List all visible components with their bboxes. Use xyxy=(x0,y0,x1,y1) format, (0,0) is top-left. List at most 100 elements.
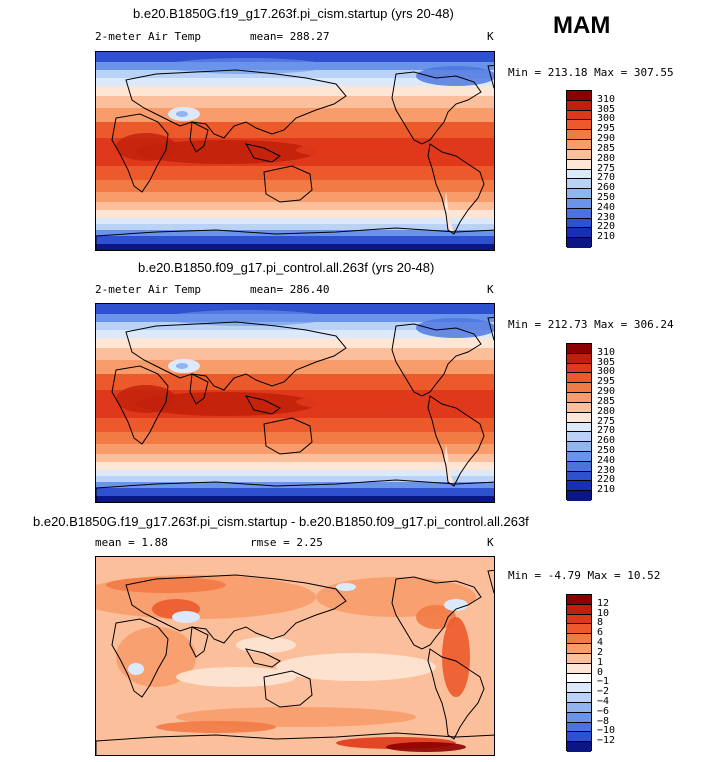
panel-3-mean: mean = 1.88 xyxy=(95,536,168,549)
panel-1-mean-label: mean= xyxy=(250,30,284,43)
panel-3-colorbar-tick-label: −10 xyxy=(597,725,616,737)
panel-1-colorbar-tick-label: 305 xyxy=(597,103,616,115)
panel-3-minmax: Min = -4.79 Max = 10.52 xyxy=(508,569,660,582)
panel-2-colorbar-tick-label: 305 xyxy=(597,356,616,368)
panel-1-min-label: Min = xyxy=(508,66,542,79)
panel-1-colorbar-tick-label: 285 xyxy=(597,142,616,154)
panel-2-max-label: Max = xyxy=(594,318,628,331)
panel-3-colorbar-swatch xyxy=(567,742,591,752)
panel-3-map xyxy=(95,556,495,756)
panel-2-colorbar-tick-label: 260 xyxy=(597,435,616,447)
panel-3-colorbar-tick-label: 10 xyxy=(597,607,610,619)
panel-3-mean-label: mean = xyxy=(95,536,135,549)
panel-3-min-label: Min = xyxy=(508,569,542,582)
panel-3-colorbar-swatch xyxy=(567,673,591,684)
panel-2-colorbar-tick-label: 270 xyxy=(597,425,616,437)
panel-1-max-value: 307.55 xyxy=(633,66,674,79)
panel-1-colorbar-tick-label: 275 xyxy=(597,162,616,174)
panel-1-colorbar-swatch xyxy=(567,208,591,219)
panel-1-colorbar-swatch xyxy=(567,189,591,199)
panel-2-mean-value: 286.40 xyxy=(289,283,330,296)
panel-1-map xyxy=(95,51,495,251)
panel-2-mean-label: mean= xyxy=(250,283,284,296)
panel-3-colorbar-swatch xyxy=(567,732,591,743)
panel-2-min-label: Min = xyxy=(508,318,542,331)
panel-2-minmax: Min = 212.73 Max = 306.24 xyxy=(508,318,674,331)
panel-3-units: K xyxy=(487,536,494,549)
panel-2-colorbar-swatch xyxy=(567,393,591,403)
panel-3-colorbar-swatch xyxy=(567,624,591,635)
panel-1-colorbar-swatch xyxy=(567,159,591,170)
panel-3-colorbar-tick-label: 2 xyxy=(597,646,604,658)
panel-1-colorbar-tick-label: 300 xyxy=(597,113,616,125)
panel-3-colorbar-tick-label: −6 xyxy=(597,705,610,717)
panel-3-colorbar-swatch xyxy=(567,653,591,664)
panel-2-colorbar-tick-label: 275 xyxy=(597,415,616,427)
panel-1-colorbar-tick-label: 250 xyxy=(597,191,616,203)
panel-1-colorbar-swatch xyxy=(567,140,591,150)
panel-1-colorbar-swatch xyxy=(567,228,591,239)
panel-3-max-label: Max = xyxy=(587,569,621,582)
panel-3-colorbar-tick-label: 6 xyxy=(597,627,604,639)
panel-1-mean-value: 288.27 xyxy=(289,30,330,43)
panel-2-colorbar-swatch xyxy=(567,461,591,472)
panel-2-colorbar-tick-label: 250 xyxy=(597,444,616,456)
panel-2-colorbar-tick-label: 280 xyxy=(597,405,616,417)
panel-3-rmse: rmse = 2.25 xyxy=(250,536,323,549)
panel-2-colorbar-tick-label: 300 xyxy=(597,366,616,378)
panel-3-colorbar-swatch xyxy=(567,614,591,625)
panel-3-colorbar-tick-label: −8 xyxy=(597,715,610,727)
panel-3-colorbar-swatch xyxy=(567,693,591,703)
panel-2-colorbar-swatch xyxy=(567,363,591,374)
panel-1-colorbar-swatch xyxy=(567,218,591,229)
panel-1-colorbar-swatch xyxy=(567,238,591,248)
panel-2-title: b.e20.B1850.f09_g17.pi_control.all.263f … xyxy=(138,260,435,275)
panel-1-units: K xyxy=(487,30,494,43)
panel-2-map xyxy=(95,303,495,503)
panel-1-colorbar-tick-label: 210 xyxy=(597,231,616,243)
panel-1-colorbar-swatch xyxy=(567,130,591,141)
panel-1-colorbar-tick-label: 290 xyxy=(597,133,616,145)
panel-3-colorbar-swatch xyxy=(567,663,591,674)
panel-1-min-value: 213.18 xyxy=(547,66,588,79)
panel-3-colorbar-swatch xyxy=(567,683,591,694)
panel-2-colorbar-tick-label: 230 xyxy=(597,464,616,476)
panel-3-colorbar-tick-label: 12 xyxy=(597,597,610,609)
panel-3-rmse-value: 2.25 xyxy=(296,536,323,549)
panel-1-variable: 2-meter Air Temp xyxy=(95,30,201,43)
panel-3-colorbar-swatch xyxy=(567,702,591,713)
panel-2-mean: mean= 286.40 xyxy=(250,283,330,296)
panel-2-colorbar-swatch xyxy=(567,471,591,482)
panel-1-colorbar-tick-label: 270 xyxy=(597,172,616,184)
panel-3-colorbar-swatch xyxy=(567,722,591,733)
panel-2-colorbar-swatch xyxy=(567,442,591,452)
panel-1-colorbar-tick-label: 310 xyxy=(597,93,616,105)
panel-1-colorbar-tick-label: 230 xyxy=(597,211,616,223)
panel-2-colorbar-swatch xyxy=(567,481,591,492)
panel-2-colorbar-tick-label: 285 xyxy=(597,395,616,407)
panel-1-colorbar-swatch xyxy=(567,100,591,111)
panel-1-colorbar-swatch xyxy=(567,110,591,121)
panel-1-colorbar xyxy=(566,90,592,248)
panel-1-minmax: Min = 213.18 Max = 307.55 xyxy=(508,66,674,79)
panel-2-colorbar xyxy=(566,343,592,501)
panel-1-colorbar-swatch xyxy=(567,169,591,180)
panel-2-colorbar-swatch xyxy=(567,344,591,354)
panel-3-colorbar-swatch xyxy=(567,712,591,723)
panel-1-colorbar-tick-label: 240 xyxy=(597,201,616,213)
panel-1-colorbar-swatch xyxy=(567,91,591,101)
panel-3-max-value: 10.52 xyxy=(627,569,661,582)
panel-1-colorbar-tick-label: 295 xyxy=(597,123,616,135)
panel-1-title: b.e20.B1850G.f19_g17.263f.pi_cism.startu… xyxy=(133,6,454,21)
panel-3-colorbar-swatch xyxy=(567,644,591,654)
panel-3-colorbar-tick-label: −12 xyxy=(597,735,616,747)
panel-2-units: K xyxy=(487,283,494,296)
panel-1-max-label: Max = xyxy=(594,66,628,79)
panel-1-colorbar-swatch xyxy=(567,198,591,209)
panel-1-colorbar-tick-label: 220 xyxy=(597,221,616,233)
panel-3-colorbar-swatch xyxy=(567,604,591,615)
panel-1-colorbar-swatch xyxy=(567,120,591,131)
panel-1-colorbar-tick-label: 260 xyxy=(597,182,616,194)
panel-2-variable: 2-meter Air Temp xyxy=(95,283,201,296)
panel-3-colorbar-tick-label: −4 xyxy=(597,695,610,707)
